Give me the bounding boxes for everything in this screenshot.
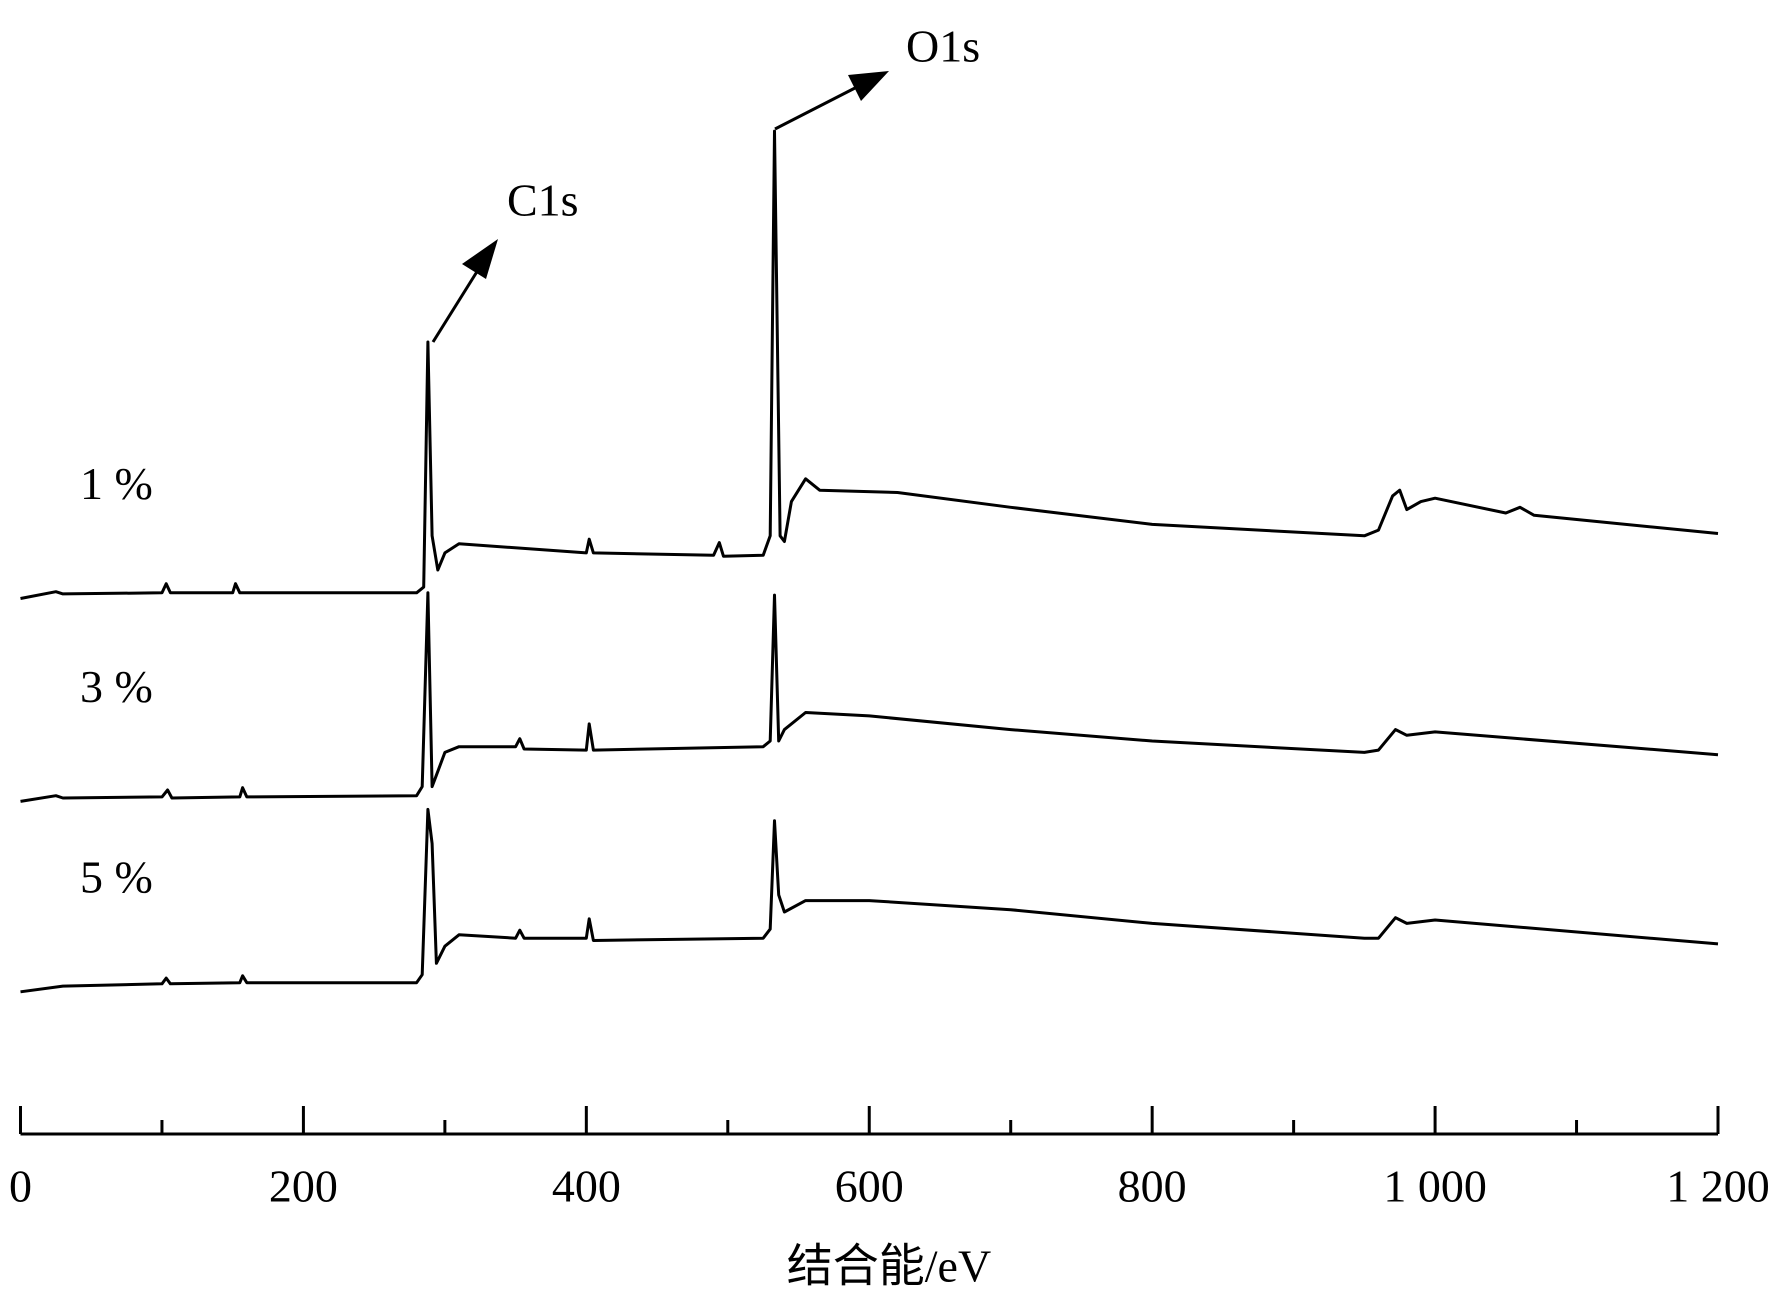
series-label: 5 % — [80, 851, 153, 902]
series-line — [20, 129, 1719, 600]
arrow — [774, 86, 856, 131]
x-tick-label: 400 — [552, 1161, 621, 1212]
x-tick-label: 0 — [9, 1161, 32, 1212]
series-label: 1 % — [80, 458, 153, 509]
series-label: 3 % — [80, 661, 153, 712]
x-tick-label: 800 — [1118, 1161, 1187, 1212]
x-tick-label: 1 200 — [1666, 1161, 1770, 1212]
arrow-head — [848, 71, 889, 101]
arrow — [431, 269, 480, 343]
x-axis-label: 结合能/eV — [787, 1241, 991, 1292]
annotation: O1s — [906, 21, 980, 72]
x-tick-label: 600 — [835, 1161, 904, 1212]
annotation: C1s — [507, 175, 579, 226]
arrow-head — [462, 239, 498, 279]
series-line — [20, 591, 1719, 803]
x-tick-label: 1 000 — [1383, 1161, 1487, 1212]
x-tick-label: 200 — [269, 1161, 338, 1212]
series-line — [20, 807, 1719, 994]
